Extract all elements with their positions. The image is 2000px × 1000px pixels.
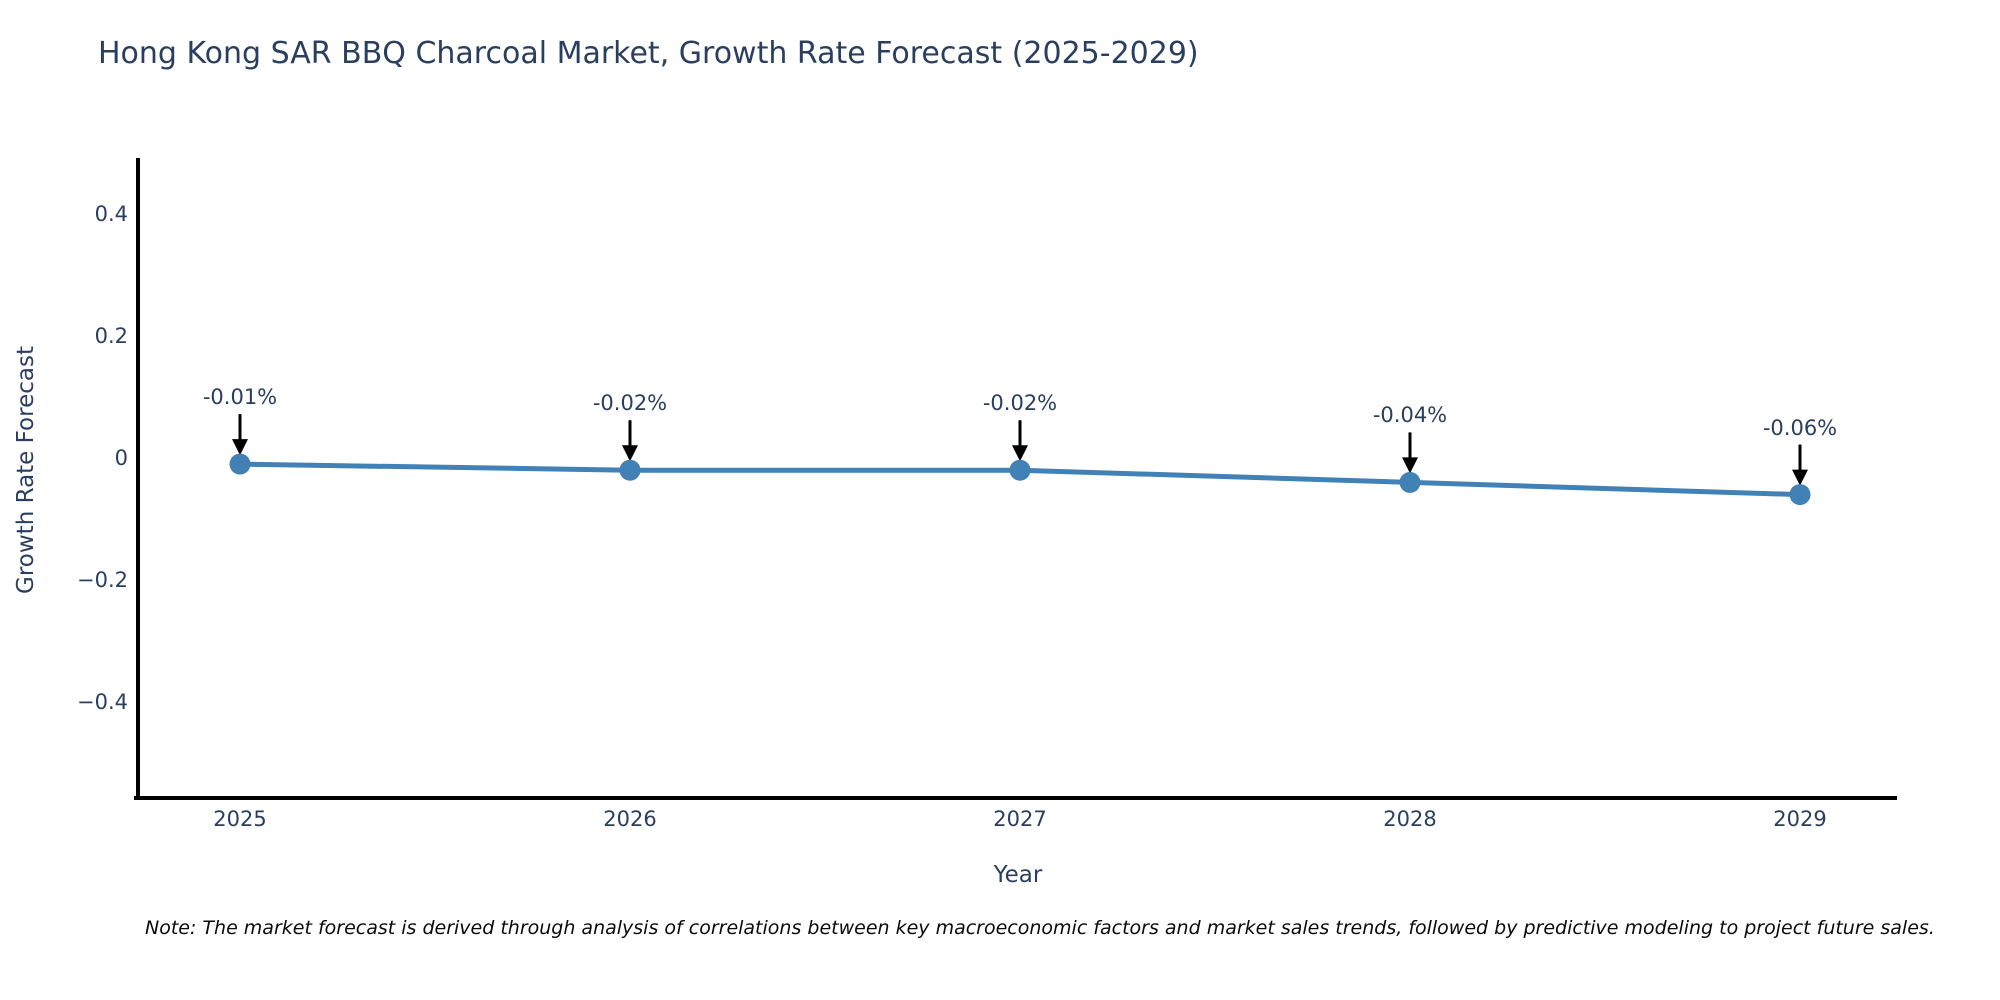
y-tick-label: 0.4 xyxy=(94,202,128,226)
annotation-arrow-head xyxy=(232,439,248,456)
x-tick-label: 2026 xyxy=(603,807,657,831)
annotation-arrow-head xyxy=(1792,469,1808,486)
data-point[interactable] xyxy=(1009,459,1031,481)
annotation-arrow-head xyxy=(1402,457,1418,474)
x-tick-label: 2029 xyxy=(1773,807,1827,831)
footnote: Note: The market forecast is derived thr… xyxy=(145,917,1935,939)
point-value-label: -0.02% xyxy=(982,391,1058,416)
y-tick-label: −0.2 xyxy=(77,568,128,592)
x-tick-label: 2025 xyxy=(213,807,267,831)
point-value-label: -0.02% xyxy=(592,391,668,416)
annotation-arrow-head xyxy=(1012,445,1028,462)
point-value-label: -0.01% xyxy=(202,385,278,410)
x-axis-title: Year xyxy=(993,862,1043,888)
y-tick-label: 0 xyxy=(114,446,128,470)
data-point[interactable] xyxy=(1789,484,1811,506)
chart-title: Hong Kong SAR BBQ Charcoal Market, Growt… xyxy=(98,36,1199,71)
point-value-label: -0.06% xyxy=(1762,415,1838,440)
y-tick-label: 0.2 xyxy=(94,324,128,348)
point-value-label: -0.04% xyxy=(1372,403,1448,428)
x-tick-label: 2028 xyxy=(1383,807,1437,831)
data-point[interactable] xyxy=(1399,471,1421,493)
y-tick-label: −0.4 xyxy=(77,690,128,714)
data-point[interactable] xyxy=(229,453,251,475)
annotation-arrow-head xyxy=(622,445,638,462)
x-tick-label: 2027 xyxy=(993,807,1047,831)
data-point[interactable] xyxy=(619,459,641,481)
